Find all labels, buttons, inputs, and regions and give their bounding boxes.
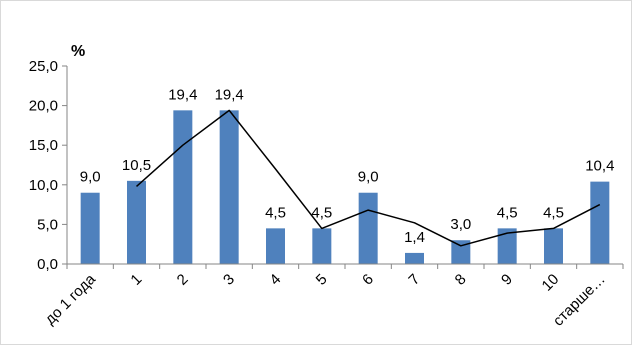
bar	[405, 252, 424, 264]
trend-line-layer	[136, 109, 601, 247]
bar	[219, 110, 239, 265]
x-tick-label: 8	[452, 271, 470, 289]
bar	[173, 110, 193, 265]
data-label: 3,0	[450, 216, 471, 233]
bar	[127, 180, 146, 264]
x-tick-label: 1	[127, 271, 145, 289]
bar	[80, 192, 100, 264]
bar	[312, 228, 332, 264]
bar	[358, 192, 378, 264]
data-labels: 9,0 10,5 19,4 19,4 4,5 4,5 9,0 1,4 3,0 4,5 4,5 10,4	[80, 86, 615, 246]
data-label: 10,4	[585, 158, 614, 175]
y-unit-label: %	[71, 43, 85, 60]
y-tick-label: 20,0	[29, 98, 58, 115]
y-tick-label: 5,0	[37, 216, 58, 233]
axes	[66, 66, 624, 269]
data-label: 1,4	[404, 229, 425, 246]
x-tick-label: 3	[220, 271, 238, 289]
data-label: 4,5	[543, 204, 564, 221]
x-tick-label: до 1 года	[42, 270, 100, 328]
data-label: 4,5	[497, 204, 518, 221]
data-label: 9,0	[358, 169, 379, 186]
bar	[266, 228, 285, 264]
x-tick-label: 2	[174, 271, 192, 289]
bar	[544, 228, 563, 264]
data-label: 4,5	[311, 204, 332, 221]
bar	[590, 181, 610, 264]
data-label: 10,5	[122, 157, 151, 174]
y-tick-label: 10,0	[29, 177, 58, 194]
y-tick-label: 15,0	[29, 137, 58, 154]
data-label: 9,0	[80, 169, 101, 186]
y-tick-label: 25,0	[29, 58, 58, 75]
x-tick-label: 10	[539, 271, 563, 295]
x-tick-label: 5	[313, 271, 331, 289]
bar-line-chart: % 0,0 5,0 10,0 15,0 20,0 25,0 9,0 10,5 19,4 19,4…	[29, 43, 624, 330]
x-tick-label: 7	[405, 271, 423, 289]
y-tick-label: 0,0	[37, 256, 58, 273]
data-label: 19,4	[168, 86, 197, 103]
trend-line	[136, 109, 601, 247]
data-label: 19,4	[215, 86, 244, 103]
x-tick-label: 6	[359, 271, 377, 289]
bars	[80, 110, 610, 265]
y-axis-ticks: 0,0 5,0 10,0 15,0 20,0 25,0	[29, 58, 67, 273]
x-tick-label: 9	[498, 271, 516, 289]
bar	[451, 240, 471, 264]
x-axis-ticks: до 1 года 1 2 3 4 5 6 7 8 9 10старше…	[42, 270, 609, 329]
data-label: 4,5	[265, 204, 286, 221]
x-tick-label: 4	[266, 271, 284, 289]
bar	[497, 228, 517, 264]
